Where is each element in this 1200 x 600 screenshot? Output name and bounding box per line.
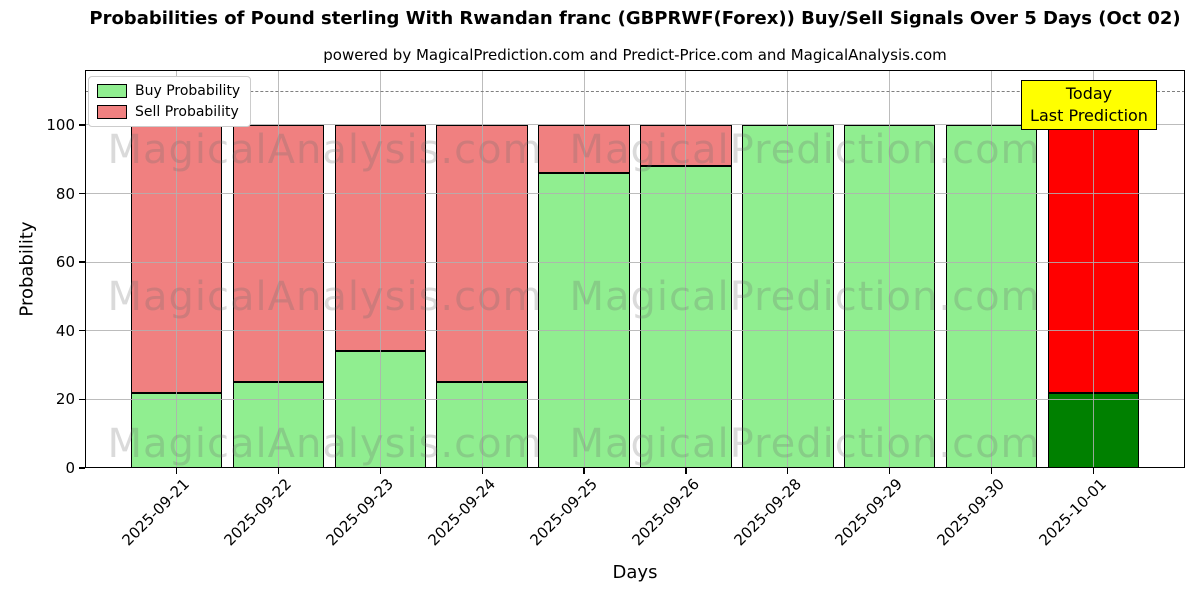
x-tick-mark xyxy=(990,468,993,474)
y-axis-label: Probability xyxy=(16,221,38,317)
y-gridline xyxy=(85,193,1185,195)
x-tick-label: 2025-09-24 xyxy=(424,475,499,550)
x-tick-label: 2025-09-22 xyxy=(220,475,296,550)
y-gridline xyxy=(85,124,1185,126)
y-gridline xyxy=(85,398,1185,400)
today-annotation-line1: Today xyxy=(1065,84,1113,103)
y-tick-label: 60 xyxy=(55,253,75,272)
legend-item-label: Buy Probability xyxy=(135,83,241,99)
x-tick-label: 2025-09-30 xyxy=(933,475,1009,550)
legend-item: Sell Probability xyxy=(97,104,240,120)
x-tick-mark xyxy=(481,468,483,474)
x-tick-label: 2025-09-23 xyxy=(322,475,398,550)
y-gridline xyxy=(85,330,1185,332)
legend-swatch xyxy=(97,105,127,119)
watermark-text: MagicalAnalysis.com xyxy=(107,274,543,320)
legend-swatch xyxy=(97,84,127,98)
x-gridline xyxy=(787,70,789,468)
x-gridline xyxy=(583,70,585,468)
y-gridline xyxy=(85,261,1185,263)
watermark-text: MagicalAnalysis.com xyxy=(107,421,543,467)
x-tick-mark xyxy=(277,468,280,474)
chart-title: Probabilities of Pound sterling With Rwa… xyxy=(89,8,1181,29)
legend-item-label: Sell Probability xyxy=(135,104,239,120)
legend: Buy Probability Sell Probability xyxy=(88,76,252,127)
x-tick-mark xyxy=(1092,468,1095,474)
y-tick-mark xyxy=(79,192,85,195)
x-tick-label: 2025-09-21 xyxy=(119,475,194,550)
y-tick-label: 80 xyxy=(55,184,75,203)
x-gridline xyxy=(990,70,992,468)
y-tick-label: 20 xyxy=(55,390,75,409)
x-gridline xyxy=(176,70,178,468)
x-gridline xyxy=(278,70,280,468)
x-gridline xyxy=(889,70,891,468)
threshold-dashed-line xyxy=(85,90,1185,92)
y-tick-mark xyxy=(79,330,85,332)
legend-item: Buy Probability xyxy=(97,83,240,99)
plot-area xyxy=(85,70,1185,468)
x-tick-mark xyxy=(379,468,382,474)
x-tick-mark xyxy=(685,468,687,474)
x-tick-label: 2025-09-25 xyxy=(526,475,601,550)
x-gridline xyxy=(1092,70,1094,468)
watermark-text: MagicalPrediction.com xyxy=(569,127,1041,173)
x-gridline xyxy=(685,70,687,468)
x-axis-label: Days xyxy=(612,562,658,583)
y-tick-mark xyxy=(79,398,85,401)
x-tick-label: 2025-09-29 xyxy=(831,475,907,550)
x-tick-mark xyxy=(888,468,891,474)
y-tick-mark xyxy=(79,261,85,263)
x-tick-label: 2025-10-01 xyxy=(1035,475,1111,550)
today-annotation-line2: Last Prediction xyxy=(1030,106,1148,125)
watermark-text: MagicalPrediction.com xyxy=(569,274,1041,320)
y-tick-mark xyxy=(79,467,85,469)
y-tick-label: 40 xyxy=(55,321,75,340)
watermark-text: MagicalPrediction.com xyxy=(569,421,1041,467)
x-tick-mark xyxy=(787,468,789,474)
x-tick-mark xyxy=(175,468,178,474)
today-annotation-box: Today Last Prediction xyxy=(1021,80,1157,130)
x-gridline xyxy=(481,70,483,468)
chart-subtitle: powered by MagicalPrediction.com and Pre… xyxy=(323,46,947,64)
x-tick-label: 2025-09-28 xyxy=(730,475,805,550)
x-tick-mark xyxy=(583,468,585,474)
y-tick-label: 0 xyxy=(65,459,75,477)
x-tick-label: 2025-09-26 xyxy=(628,475,703,550)
y-tick-mark xyxy=(79,124,85,126)
y-tick-label: 100 xyxy=(46,115,75,134)
x-gridline xyxy=(379,70,381,468)
watermark-text: MagicalAnalysis.com xyxy=(107,127,543,173)
